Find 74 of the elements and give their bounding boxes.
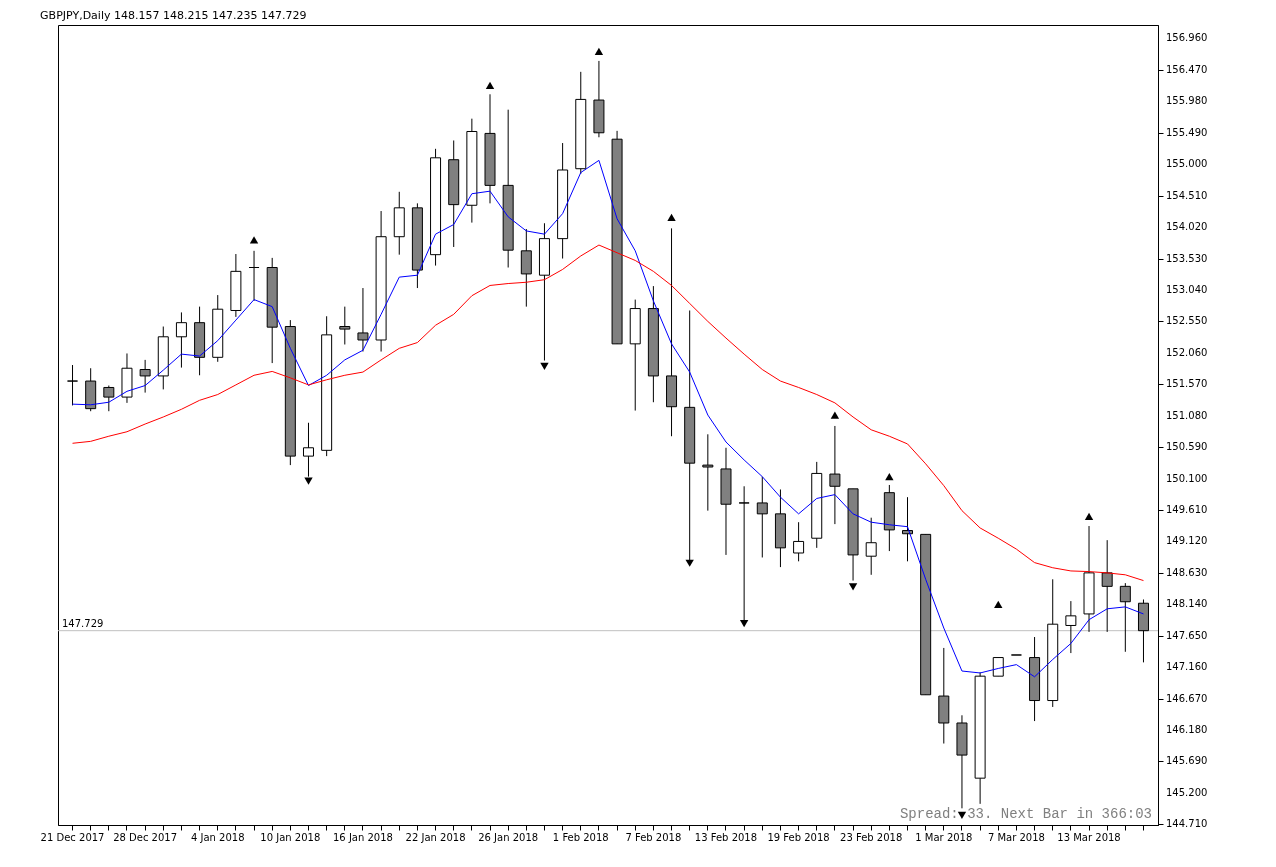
y-tick-label: 146.180	[1166, 724, 1208, 736]
y-tick-label: 150.100	[1166, 472, 1208, 484]
x-tick-label: 22 Jan 2018	[405, 831, 466, 843]
candlestick	[520, 228, 532, 308]
y-tick-label: 155.490	[1166, 126, 1208, 138]
y-tick-label: 145.690	[1166, 755, 1208, 767]
x-tick-label: 7 Feb 2018	[625, 831, 682, 843]
point	[739, 619, 749, 628]
candlestick	[1101, 539, 1113, 633]
x-tick-label: 16 Jan 2018	[332, 831, 393, 843]
y-tick-label: 147.650	[1166, 629, 1208, 641]
y-tick-label: 148.140	[1166, 598, 1208, 610]
x-tick-label: 13 Feb 2018	[694, 831, 758, 843]
y-tick-label: 146.670	[1166, 692, 1208, 704]
point	[304, 477, 313, 485]
x-tick-label: 28 Dec 2017	[113, 831, 178, 843]
candlestick	[139, 359, 151, 394]
x-tick-label: 26 Jan 2018	[478, 831, 539, 843]
x-tick-label: 4 Jan 2018	[190, 831, 245, 843]
y-tick-label: 156.960	[1166, 32, 1208, 44]
y-tick-label: 153.040	[1166, 283, 1208, 295]
point	[994, 600, 1003, 608]
y-tick-label: 145.200	[1166, 786, 1208, 798]
y-tick-label: 150.590	[1166, 441, 1208, 453]
candlestick	[67, 364, 79, 406]
candlestick	[1119, 582, 1131, 653]
x-tick-label: 23 Feb 2018	[840, 831, 903, 843]
candlestick	[702, 433, 714, 512]
y-tick-label: 147.160	[1166, 661, 1208, 673]
x-tick-label: 1 Mar 2018	[915, 831, 973, 843]
point	[594, 47, 604, 55]
point	[685, 559, 694, 567]
ref-line-label: 147.729	[62, 617, 104, 629]
y-tick-label: 144.710	[1166, 818, 1208, 830]
candlestick	[865, 517, 877, 576]
point	[540, 362, 549, 370]
y-tick-label: 149.610	[1166, 504, 1208, 515]
y-tick-label: 155.980	[1166, 95, 1208, 107]
y-tick-label: 149.120	[1166, 535, 1208, 547]
point	[667, 213, 676, 222]
candlestick	[793, 521, 805, 562]
y-tick-label: 156.470	[1166, 63, 1208, 75]
candlestick	[248, 250, 260, 302]
x-tick-label: 1 Feb 2018	[552, 831, 609, 843]
point	[885, 473, 894, 481]
y-tick-label: 155.000	[1166, 158, 1208, 170]
x-tick-label: 21 Dec 2017	[40, 831, 105, 843]
point	[485, 81, 495, 89]
point	[848, 583, 858, 591]
annotation: Spread: 33. Next Bar in 366:03	[899, 806, 1152, 822]
y-tick-label: 151.080	[1166, 409, 1208, 421]
candlestick	[175, 311, 187, 369]
candlestick	[103, 385, 115, 412]
y-tick-label: 152.060	[1166, 346, 1208, 358]
x-tick-label: 7 Mar 2018	[987, 831, 1045, 843]
candlestick	[1065, 600, 1077, 654]
y-tick-label: 151.570	[1166, 378, 1208, 390]
point	[249, 236, 259, 244]
x-tick-label: 19 Feb 2018	[767, 831, 830, 843]
candlestick	[829, 425, 841, 525]
point	[957, 811, 967, 819]
candlestick	[756, 476, 768, 558]
y-tick-label: 152.550	[1166, 315, 1208, 327]
x-tick-label: 10 Jan 2018	[260, 831, 321, 843]
x-tick-label: 13 Mar 2018	[1057, 831, 1121, 843]
candlestick	[357, 287, 369, 353]
y-tick-label: 154.510	[1166, 189, 1208, 201]
y-tick-label: 148.630	[1166, 566, 1208, 578]
candlestick	[339, 306, 351, 345]
y-tick-label: 154.020	[1166, 221, 1208, 233]
point	[1084, 512, 1094, 521]
chart-title: GBPJPY,Daily 148.157 148.215 147.235 147.729	[40, 9, 307, 22]
point	[830, 411, 840, 419]
y-tick-label: 153.530	[1166, 252, 1208, 264]
